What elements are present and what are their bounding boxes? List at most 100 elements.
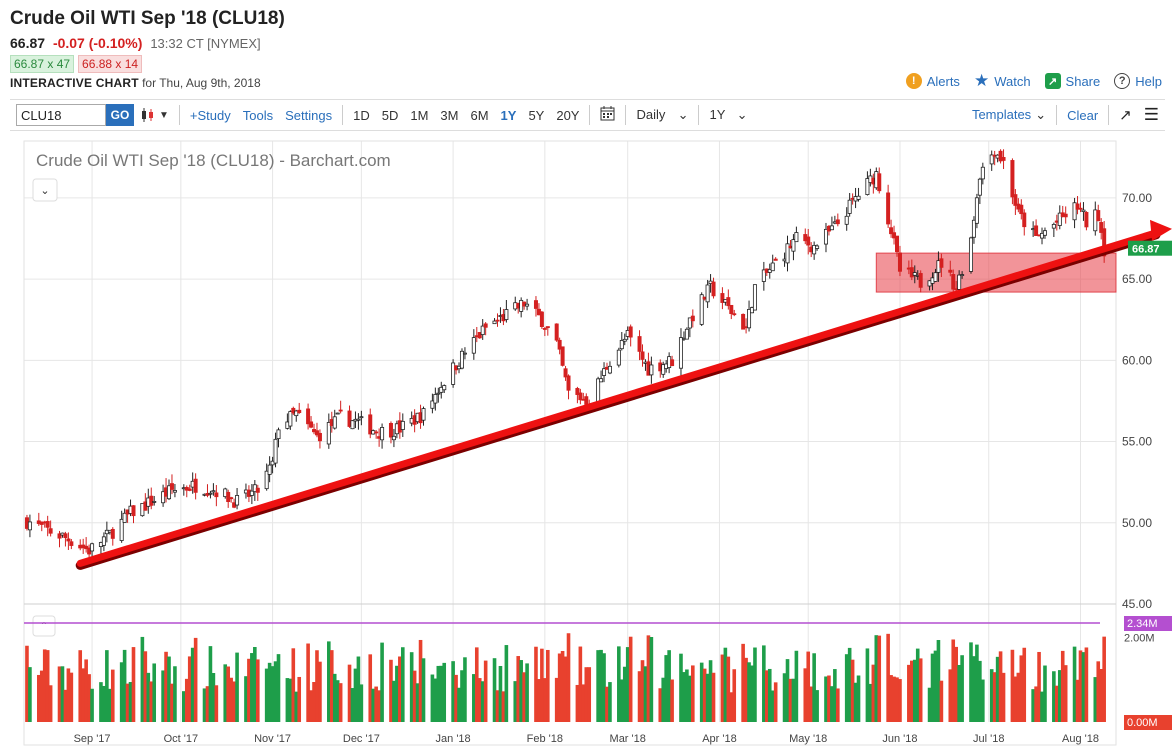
y-tick-label: 45.00 bbox=[1122, 597, 1152, 611]
volume-bar bbox=[436, 665, 441, 722]
candle-body bbox=[806, 236, 811, 246]
volume-bar bbox=[1055, 685, 1059, 722]
candle-body bbox=[1096, 210, 1101, 222]
volume-bar bbox=[726, 656, 731, 722]
volume-bar bbox=[540, 648, 544, 722]
volume-bar bbox=[705, 673, 710, 722]
y-tick-label: 60.00 bbox=[1122, 353, 1152, 367]
volume-bar bbox=[803, 668, 808, 722]
candle-body bbox=[152, 501, 157, 503]
volume-bar bbox=[1081, 652, 1086, 722]
candle-body bbox=[637, 336, 642, 352]
period-5y[interactable]: 5Y bbox=[528, 107, 545, 123]
alerts-button[interactable]: ! Alerts bbox=[905, 73, 960, 89]
volume-bar bbox=[560, 650, 565, 722]
volume-bar bbox=[193, 637, 198, 722]
period-1d[interactable]: 1D bbox=[353, 107, 370, 123]
period-3m[interactable]: 3M bbox=[440, 107, 459, 123]
volume-bar bbox=[836, 688, 840, 722]
candle-body bbox=[477, 332, 482, 339]
candle-body bbox=[661, 364, 666, 375]
collapse-up-button[interactable]: ⌄ bbox=[32, 178, 58, 202]
study-button[interactable]: +Study bbox=[189, 107, 231, 123]
candle-body bbox=[27, 521, 32, 531]
candle-body bbox=[957, 274, 962, 290]
price-change: -0.07 (-0.10%) bbox=[52, 35, 143, 51]
chart-type-button[interactable]: ▼ bbox=[134, 108, 175, 122]
volume-bar bbox=[554, 677, 559, 722]
volume-bar bbox=[1078, 650, 1083, 722]
volume-bar bbox=[809, 686, 813, 722]
candle-body bbox=[1019, 204, 1024, 215]
candle-body bbox=[255, 487, 260, 493]
candle-body bbox=[421, 408, 426, 421]
menu-button[interactable]: ☰ bbox=[1138, 105, 1165, 125]
volume-bar bbox=[327, 641, 331, 722]
candle-body bbox=[1051, 223, 1056, 229]
period-20y[interactable]: 20Y bbox=[556, 107, 580, 123]
x-tick-label: Aug '18 bbox=[1062, 733, 1099, 745]
divider bbox=[342, 105, 344, 125]
candle-body bbox=[892, 232, 897, 239]
share-button[interactable]: ↗ Share bbox=[1044, 73, 1101, 89]
volume-bar bbox=[415, 683, 420, 722]
symbol-input[interactable] bbox=[16, 104, 106, 126]
calendar-button[interactable] bbox=[594, 106, 621, 124]
volume-average-badge bbox=[1124, 616, 1172, 631]
candle-body bbox=[122, 512, 127, 523]
candle-body bbox=[1084, 211, 1089, 228]
volume-bar bbox=[969, 642, 973, 722]
tools-button[interactable]: Tools bbox=[242, 107, 274, 123]
candle-body bbox=[1057, 212, 1062, 226]
volume-bar bbox=[398, 656, 402, 722]
volume-bar bbox=[306, 643, 310, 722]
volume-bar bbox=[190, 647, 195, 722]
star-icon: ★ bbox=[973, 71, 990, 90]
templates-button[interactable]: Templates ⌄ bbox=[966, 107, 1052, 123]
expand-button[interactable]: ↗ bbox=[1113, 106, 1138, 124]
volume-bar bbox=[161, 670, 165, 722]
volume-bar bbox=[297, 676, 302, 722]
volume-bar bbox=[1096, 661, 1101, 722]
candle-body bbox=[169, 483, 174, 490]
candle-body bbox=[1013, 194, 1018, 206]
volume-bar bbox=[892, 676, 896, 722]
help-button[interactable]: ? Help bbox=[1114, 73, 1162, 89]
candle-body bbox=[847, 199, 852, 214]
volume-bar bbox=[939, 680, 944, 722]
volume-bar bbox=[1060, 650, 1065, 722]
page-title: Crude Oil WTI Sep '18 (CLU18) bbox=[10, 8, 285, 29]
period-6m[interactable]: 6M bbox=[470, 107, 489, 123]
volume-bar bbox=[895, 677, 899, 722]
candle-body bbox=[554, 323, 559, 341]
settings-button[interactable]: Settings bbox=[285, 107, 333, 123]
volume-bar bbox=[451, 661, 455, 722]
volume-bar bbox=[214, 685, 219, 722]
volume-bar bbox=[495, 690, 500, 722]
period-1m[interactable]: 1M bbox=[410, 107, 429, 123]
collapse-volume-button[interactable]: ˆ bbox=[32, 615, 56, 637]
volume-bar bbox=[640, 660, 645, 722]
volume-bar bbox=[596, 650, 600, 722]
candle-body bbox=[101, 536, 106, 546]
candle-body bbox=[167, 485, 172, 500]
volume-bar bbox=[501, 691, 506, 722]
candle-body bbox=[960, 274, 965, 276]
bid-ask: 66.87 x 47 66.88 x 14 bbox=[10, 55, 143, 73]
range-select[interactable]: 1Y ⌄ bbox=[703, 107, 753, 123]
period-5d[interactable]: 5D bbox=[381, 107, 399, 123]
interval-select[interactable]: Daily ⌄ bbox=[630, 107, 694, 123]
candle-body bbox=[57, 533, 62, 539]
go-button[interactable]: GO bbox=[106, 104, 134, 126]
clear-button[interactable]: Clear bbox=[1067, 107, 1099, 123]
candle-body bbox=[297, 409, 302, 414]
volume-bar bbox=[1013, 676, 1018, 722]
share-label: Share bbox=[1065, 73, 1101, 89]
period-1y[interactable]: 1Y bbox=[500, 107, 517, 123]
candle-body bbox=[705, 284, 710, 303]
watch-button[interactable]: ★ Watch bbox=[973, 71, 1031, 90]
candle-body bbox=[1081, 209, 1086, 212]
volume-bar bbox=[99, 682, 103, 722]
